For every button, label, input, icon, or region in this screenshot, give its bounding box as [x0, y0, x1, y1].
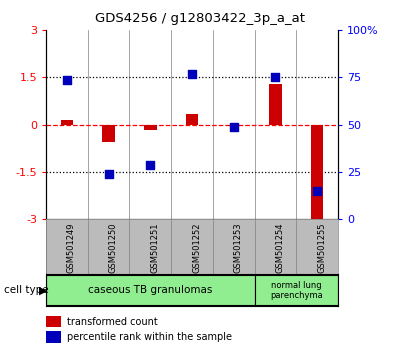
Text: caseous TB granulomas: caseous TB granulomas — [88, 285, 212, 295]
Point — [64, 77, 70, 83]
Point — [105, 171, 112, 177]
Text: GSM501253: GSM501253 — [234, 222, 243, 273]
Point — [189, 71, 195, 76]
Text: GSM501250: GSM501250 — [108, 222, 118, 273]
Text: cell type: cell type — [4, 285, 49, 295]
Bar — [269, 84, 282, 125]
Text: transformed count: transformed count — [67, 317, 158, 327]
Bar — [254, 275, 338, 305]
Bar — [46, 275, 254, 305]
Bar — [102, 125, 115, 142]
Point — [147, 162, 154, 168]
Point — [272, 75, 279, 80]
Bar — [228, 125, 240, 126]
Bar — [311, 125, 323, 221]
Point — [314, 188, 320, 194]
Text: normal lung
parenchyma: normal lung parenchyma — [270, 281, 323, 300]
Text: GSM501255: GSM501255 — [317, 222, 326, 273]
Point — [230, 125, 237, 130]
Bar — [61, 120, 73, 125]
Text: GSM501254: GSM501254 — [276, 222, 284, 273]
Bar — [144, 125, 156, 130]
Text: GDS4256 / g12803422_3p_a_at: GDS4256 / g12803422_3p_a_at — [95, 12, 305, 25]
Bar — [186, 114, 198, 125]
Text: GSM501249: GSM501249 — [67, 222, 76, 273]
Text: percentile rank within the sample: percentile rank within the sample — [67, 332, 232, 342]
Text: ▶: ▶ — [39, 285, 48, 295]
Text: GSM501251: GSM501251 — [150, 222, 159, 273]
Text: GSM501252: GSM501252 — [192, 222, 201, 273]
